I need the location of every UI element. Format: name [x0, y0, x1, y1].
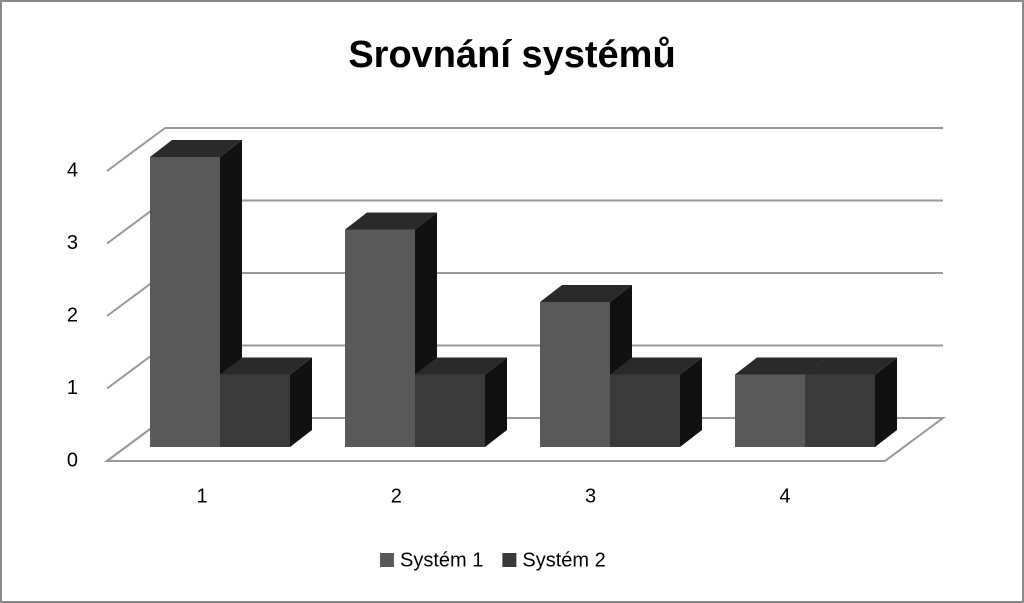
y-tick-label: 2 — [67, 304, 78, 326]
bar — [220, 374, 290, 447]
bar-top — [150, 140, 242, 157]
chart-title: Srovnání systémů — [348, 34, 675, 76]
legend-swatch — [380, 553, 394, 567]
y-tick-label: 3 — [67, 232, 78, 254]
x-tick-label: 1 — [196, 485, 207, 507]
bar-top — [345, 212, 437, 230]
bar-top — [610, 357, 702, 375]
bar-top — [220, 357, 312, 375]
y-tick-label: 4 — [67, 159, 78, 181]
grid-line-side — [106, 127, 166, 172]
legend-swatch — [502, 553, 517, 567]
bar — [540, 302, 610, 447]
legend-label: Systém 1 — [400, 549, 483, 571]
x-tick-label: 2 — [391, 485, 402, 507]
bar-top — [415, 357, 507, 375]
y-tick-label: 1 — [67, 377, 78, 399]
bar — [415, 374, 485, 447]
bar-top — [805, 357, 897, 375]
bar — [345, 229, 415, 447]
bar-side — [290, 357, 312, 447]
bar-top — [735, 357, 827, 375]
bar — [735, 374, 805, 447]
bar-side — [485, 357, 507, 447]
bar-side — [875, 357, 897, 447]
y-tick-label: 0 — [67, 449, 78, 471]
legend-label: Systém 2 — [522, 549, 605, 571]
x-tick-label: 3 — [585, 485, 596, 507]
bar — [610, 374, 680, 447]
bar-side — [680, 357, 702, 447]
bar — [805, 374, 875, 447]
bar-top — [540, 285, 632, 302]
bar — [150, 157, 220, 447]
x-tick-label: 4 — [779, 485, 790, 507]
